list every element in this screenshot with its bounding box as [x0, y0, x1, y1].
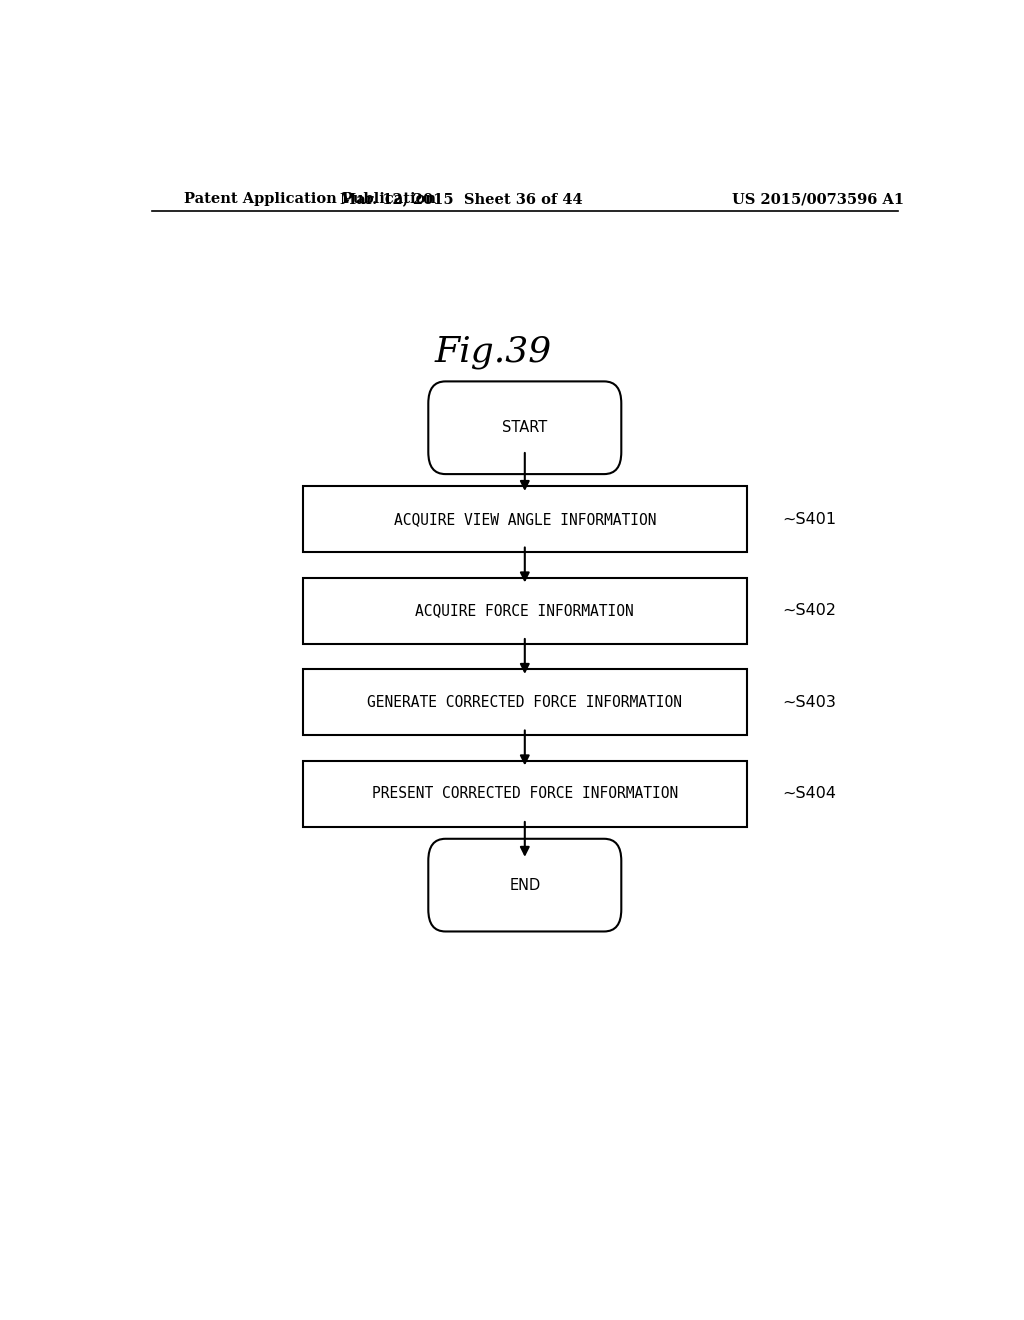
Text: ACQUIRE FORCE INFORMATION: ACQUIRE FORCE INFORMATION [416, 603, 634, 618]
Text: GENERATE CORRECTED FORCE INFORMATION: GENERATE CORRECTED FORCE INFORMATION [368, 694, 682, 710]
Text: PRESENT CORRECTED FORCE INFORMATION: PRESENT CORRECTED FORCE INFORMATION [372, 787, 678, 801]
Bar [303, 578, 748, 644]
Text: START: START [502, 420, 548, 436]
Text: US 2015/0073596 A1: US 2015/0073596 A1 [732, 191, 904, 206]
Text: ~S403: ~S403 [782, 694, 837, 710]
Text: ACQUIRE VIEW ANGLE INFORMATION: ACQUIRE VIEW ANGLE INFORMATION [393, 512, 656, 527]
Bar [303, 486, 748, 552]
FancyBboxPatch shape [428, 381, 622, 474]
Text: Mar. 12, 2015  Sheet 36 of 44: Mar. 12, 2015 Sheet 36 of 44 [340, 191, 583, 206]
Text: Fig.39: Fig.39 [434, 334, 552, 368]
Text: ~S402: ~S402 [782, 603, 837, 618]
Bar [303, 669, 748, 735]
Text: Patent Application Publication: Patent Application Publication [183, 191, 435, 206]
Text: ~S404: ~S404 [782, 787, 837, 801]
FancyBboxPatch shape [428, 838, 622, 932]
Text: ~S401: ~S401 [782, 512, 837, 527]
Bar [303, 760, 748, 826]
Text: END: END [509, 878, 541, 892]
